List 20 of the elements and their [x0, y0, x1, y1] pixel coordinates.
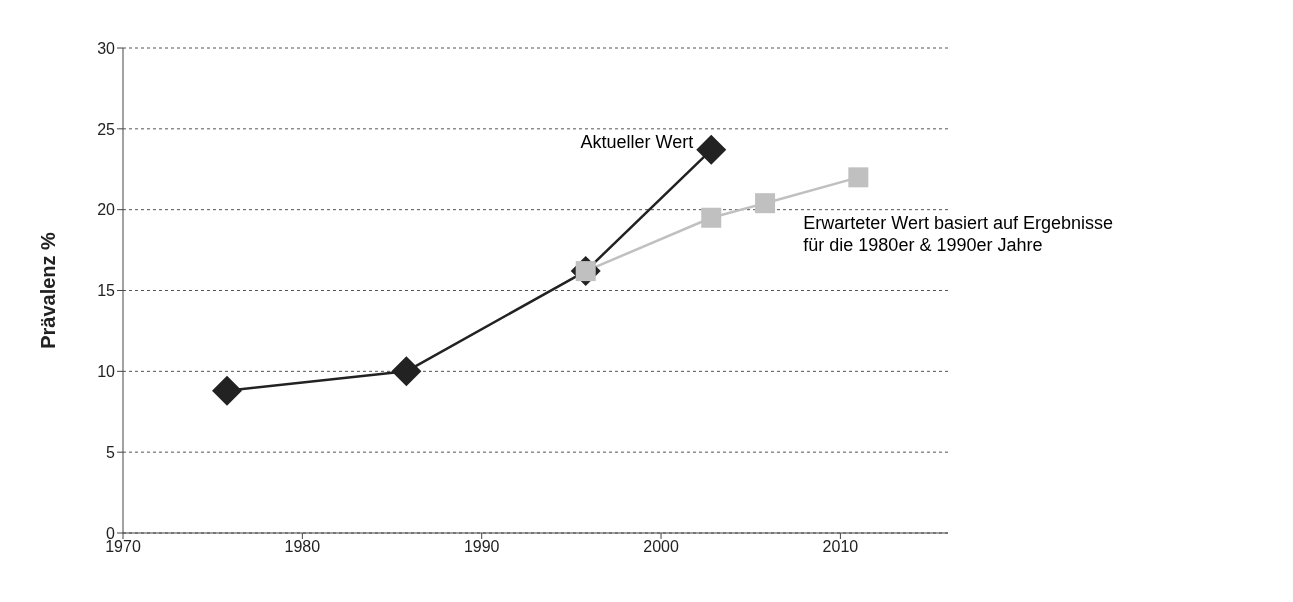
- y-tick-label: 15: [97, 282, 116, 300]
- y-tick-label: 30: [97, 39, 116, 57]
- y-tick-label: 5: [106, 443, 116, 461]
- point: [696, 134, 727, 165]
- y-tick-label: 10: [97, 363, 116, 381]
- x-tick-label: 1990: [463, 538, 500, 556]
- x-tick-label: 2000: [643, 538, 679, 556]
- y-tick-label: 25: [97, 120, 116, 138]
- point: [212, 375, 243, 406]
- series-label: Erwarteter Wert basiert auf Ergebnisse für die 1980er & 1990er Jahre: [803, 213, 1114, 256]
- x-tick-label: 1980: [284, 538, 321, 556]
- x-tick-label: 1970: [105, 538, 141, 556]
- y-tick-label: 20: [97, 201, 116, 219]
- y-axis-title: Prävalenz %: [37, 231, 60, 349]
- point: [848, 167, 869, 188]
- point: [755, 193, 776, 214]
- point: [391, 356, 422, 387]
- series-label: Aktueller Wert: [580, 131, 694, 152]
- point: [701, 207, 722, 228]
- x-tick-label: 2010: [822, 538, 859, 556]
